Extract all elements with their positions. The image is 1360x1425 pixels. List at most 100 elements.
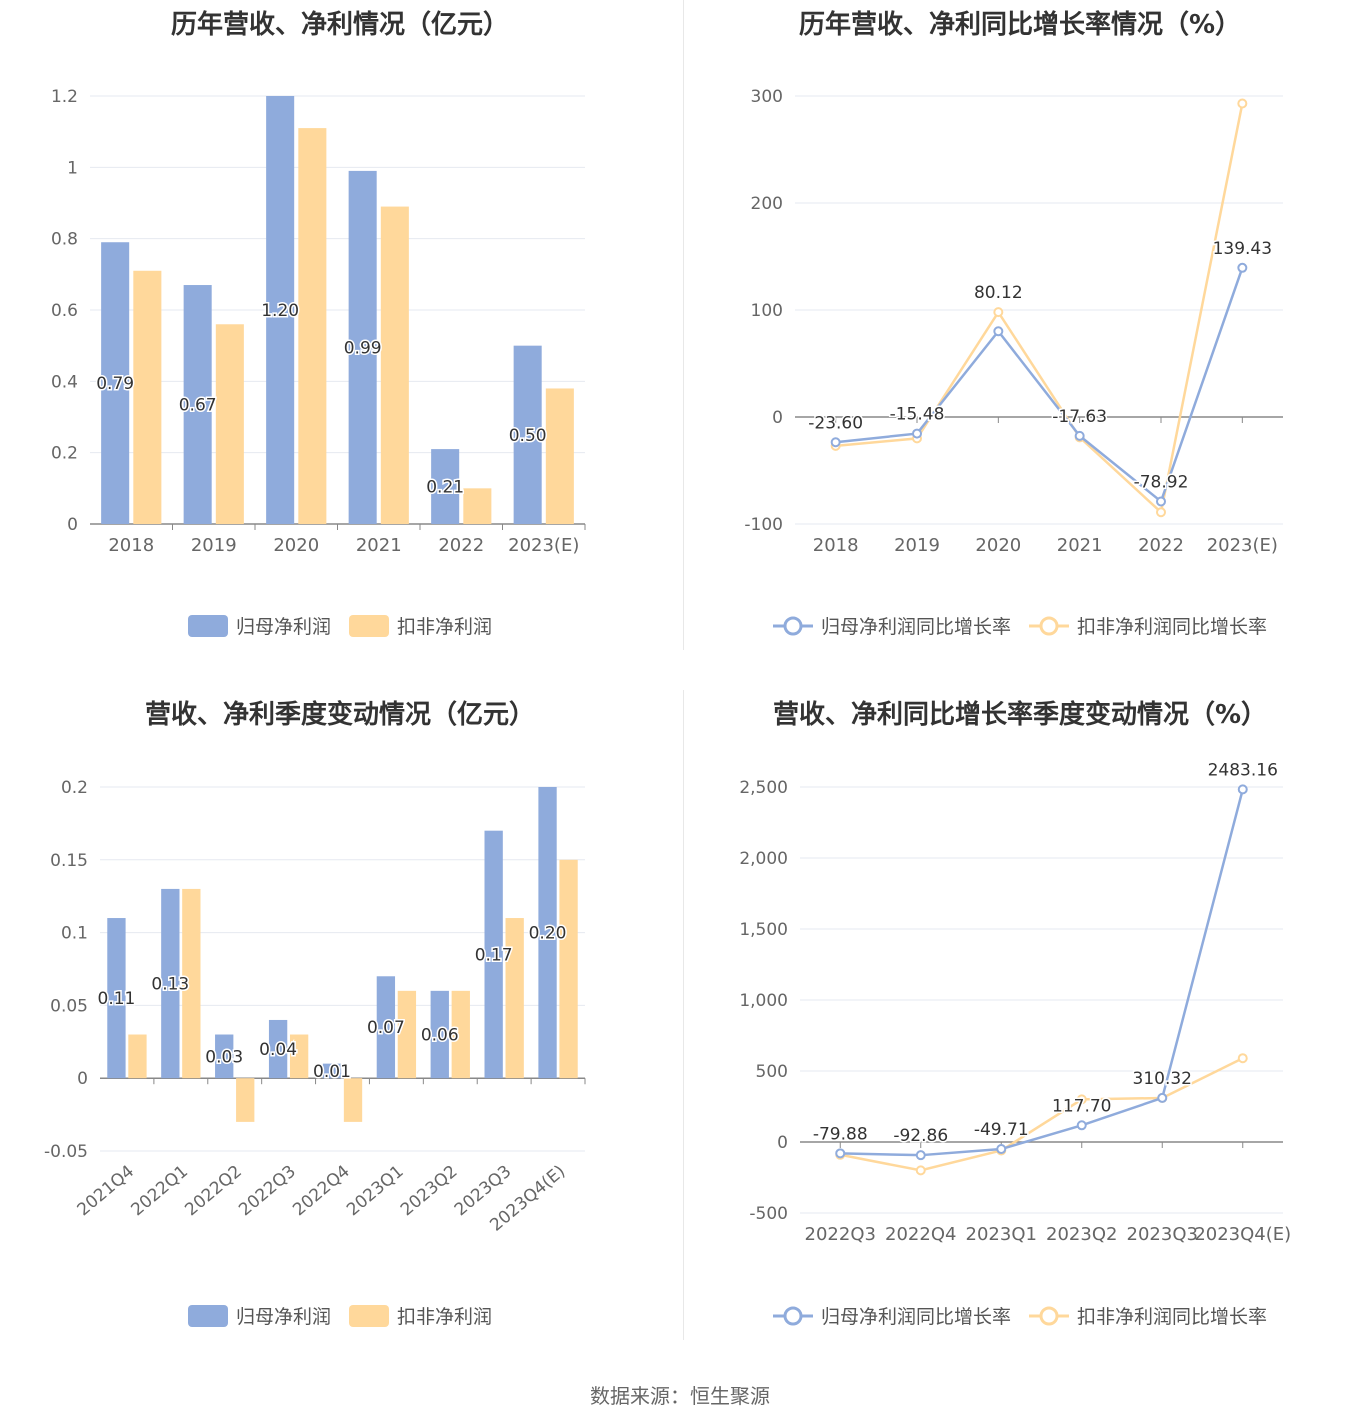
legend-item-parent-net-profit[interactable]: 归母净利润 xyxy=(187,1302,331,1329)
y-tick-label: 0.1 xyxy=(61,924,88,944)
point-deducted-growth xyxy=(1156,507,1166,518)
bar-deducted-net-profit xyxy=(128,1034,147,1079)
data-label: 0.79 xyxy=(96,374,134,394)
x-tick-label: 2020 xyxy=(273,535,319,556)
y-tick-label: 1 xyxy=(67,158,78,178)
y-tick-label: 0.05 xyxy=(50,996,88,1016)
legend-item-parent-growth[interactable]: 归母净利润同比增长率 xyxy=(772,612,1011,639)
chart-title: 营收、净利季度变动情况（亿元） xyxy=(144,700,535,730)
data-label: -17.63 xyxy=(1052,407,1107,427)
legend-swatch-blue xyxy=(187,614,228,637)
quarterly-growth-panel: 营收、净利同比增长率季度变动情况（%） -500 0 500 1,000 1,500 2,… xyxy=(680,690,1360,1350)
bar-deducted-net-profit xyxy=(380,206,409,525)
bar-parent-net-profit xyxy=(431,449,460,524)
y-tick-label: 300 xyxy=(751,87,783,107)
point-parent-growth xyxy=(830,437,841,448)
legend-label: 扣非净利润同比增长率 xyxy=(1077,1306,1268,1328)
bar-deducted-net-profit xyxy=(298,128,327,524)
bar-deducted-net-profit xyxy=(182,888,201,1079)
bar-parent-net-profit xyxy=(376,976,396,1079)
data-source: 数据来源：恒生聚源 xyxy=(590,1384,770,1408)
y-tick-label: -100 xyxy=(744,515,783,535)
legend-item-deducted-growth[interactable]: 扣非净利润同比增长率 xyxy=(1029,612,1267,639)
x-tick-label: 2023Q2 xyxy=(1046,1224,1117,1245)
point-deducted-growth xyxy=(993,307,1004,318)
data-label: 117.70 xyxy=(1052,1096,1111,1116)
y-tick-label: 1,500 xyxy=(739,920,788,940)
x-tick-label: 2023(E) xyxy=(508,535,579,556)
bar-parent-net-profit xyxy=(161,888,180,1079)
legend-item-deducted-growth[interactable]: 扣非净利润同比增长率 xyxy=(1029,1302,1267,1329)
point-parent-growth xyxy=(835,1148,846,1159)
chart-title: 营收、净利同比增长率季度变动情况（%） xyxy=(772,700,1268,730)
divider-bottom xyxy=(683,690,684,1340)
x-tick-label: 2020 xyxy=(975,535,1021,556)
bar-parent-net-profit xyxy=(430,990,449,1079)
point-parent-growth xyxy=(993,326,1004,337)
x-tick-label: 2023Q1 xyxy=(343,1162,408,1221)
legend: 归母净利润同比增长率 扣非净利润同比增长率 xyxy=(680,612,1360,639)
x-tick-label: 2022Q3 xyxy=(805,1224,876,1245)
annual-profit-panel: 历年营收、净利情况（亿元） 0 0.2 0.4 0.6 0.8 1 1.2 2018 2019 2… xyxy=(0,0,680,660)
y-tick-label: -0.05 xyxy=(44,1142,88,1162)
y-tick-label: 0.2 xyxy=(61,778,88,798)
x-tick-label: 2018 xyxy=(813,535,859,556)
y-tick-label: 2,500 xyxy=(739,778,788,798)
y-tick-label: 1,000 xyxy=(739,991,788,1011)
legend-item-deducted-net-profit[interactable]: 扣非净利润 xyxy=(349,1302,492,1329)
data-label: -15.48 xyxy=(890,405,945,425)
x-tick-label: 2023Q2 xyxy=(397,1162,462,1221)
legend-item-parent-net-profit[interactable]: 归母净利润 xyxy=(187,612,331,639)
point-parent-growth xyxy=(1074,430,1085,441)
bar-deducted-net-profit xyxy=(289,1034,309,1079)
legend-label: 归母净利润同比增长率 xyxy=(820,1306,1011,1328)
bar-parent-net-profit xyxy=(266,96,295,524)
bar-parent-net-profit xyxy=(484,830,503,1079)
line-deducted-growth xyxy=(835,103,1244,515)
bar-deducted-net-profit xyxy=(133,270,162,524)
point-deducted-growth xyxy=(1237,98,1248,109)
legend-swatch-orange xyxy=(349,1304,389,1327)
data-label: 0.04 xyxy=(259,1040,297,1060)
y-tick-label: -500 xyxy=(749,1204,788,1224)
data-label: 0.50 xyxy=(509,426,547,446)
data-label: 0.06 xyxy=(421,1026,459,1046)
data-label: -92.86 xyxy=(893,1126,948,1146)
quarterly-profit-chart: -0.0500.050.10.150.22021Q42022Q12022Q220… xyxy=(44,778,586,1236)
data-label: 0.21 xyxy=(426,478,464,498)
bar-deducted-net-profit xyxy=(545,388,574,524)
data-label: 0.03 xyxy=(205,1047,243,1067)
annual-profit-chart: 0 0.2 0.4 0.6 0.8 1 1.2 2018 2019 2020 2021 2022 202… xyxy=(51,87,586,556)
data-label: 80.12 xyxy=(974,283,1023,303)
x-tick-label: 2019 xyxy=(191,535,237,556)
bar-parent-net-profit xyxy=(513,345,542,524)
bar-parent-net-profit xyxy=(183,285,212,524)
bar-deducted-net-profit xyxy=(215,324,244,524)
bar-deducted-net-profit xyxy=(463,488,492,524)
legend-swatch-orange xyxy=(349,614,389,637)
data-label: 0.17 xyxy=(475,945,513,965)
legend-item-deducted-net-profit[interactable]: 扣非净利润 xyxy=(349,612,492,639)
point-parent-growth xyxy=(996,1144,1007,1155)
bar-deducted-net-profit xyxy=(559,859,578,1079)
data-label: 0.20 xyxy=(529,924,567,944)
bar-parent-net-profit xyxy=(107,918,126,1079)
legend-item-parent-growth[interactable]: 归母净利润同比增长率 xyxy=(772,1302,1011,1329)
line-deducted-growth xyxy=(840,1057,1244,1172)
data-label: 2483.16 xyxy=(1208,760,1278,780)
x-tick-label: 2023Q4(E) xyxy=(1194,1224,1291,1245)
data-label: 0.99 xyxy=(344,338,382,358)
legend-line-icon-blue xyxy=(772,1306,813,1325)
point-parent-growth xyxy=(1237,784,1248,795)
x-tick-label: 2023Q3 xyxy=(1127,1224,1198,1245)
x-tick-label: 2018 xyxy=(108,535,154,556)
legend: 归母净利润 扣非净利润 xyxy=(0,612,680,639)
line-parent-growth xyxy=(840,789,1244,1157)
legend-line-icon-orange xyxy=(1029,616,1069,635)
x-tick-label: 2022Q2 xyxy=(181,1162,246,1221)
data-label: -49.71 xyxy=(974,1120,1029,1140)
y-tick-label: 0 xyxy=(77,1069,88,1089)
x-tick-label: 2022Q4 xyxy=(289,1162,354,1221)
annual-growth-panel: 历年营收、净利同比增长率情况（%） -100 0 100 200 300 2018 2019… xyxy=(680,0,1360,660)
x-tick-label: 2022Q4 xyxy=(885,1224,956,1245)
